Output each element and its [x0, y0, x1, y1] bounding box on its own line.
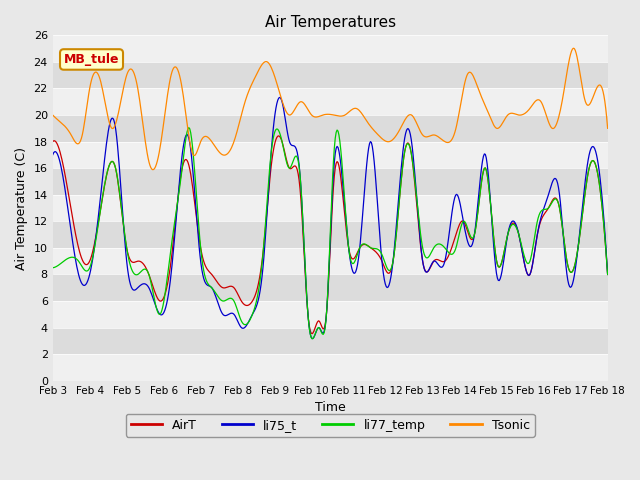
Bar — [52, 195, 607, 221]
Bar — [52, 327, 607, 354]
Bar — [52, 354, 607, 381]
Bar — [52, 221, 607, 248]
Bar — [52, 88, 607, 115]
Bar — [52, 248, 607, 275]
X-axis label: Time: Time — [315, 401, 346, 414]
Bar — [52, 301, 607, 327]
Text: MB_tule: MB_tule — [64, 53, 119, 66]
Bar — [52, 275, 607, 301]
Bar — [52, 62, 607, 88]
Y-axis label: Air Temperature (C): Air Temperature (C) — [15, 146, 28, 270]
Title: Air Temperatures: Air Temperatures — [264, 15, 396, 30]
Bar — [52, 36, 607, 62]
Legend: AirT, li75_t, li77_temp, Tsonic: AirT, li75_t, li77_temp, Tsonic — [125, 414, 534, 437]
Bar — [52, 142, 607, 168]
Bar — [52, 115, 607, 142]
Bar — [52, 168, 607, 195]
